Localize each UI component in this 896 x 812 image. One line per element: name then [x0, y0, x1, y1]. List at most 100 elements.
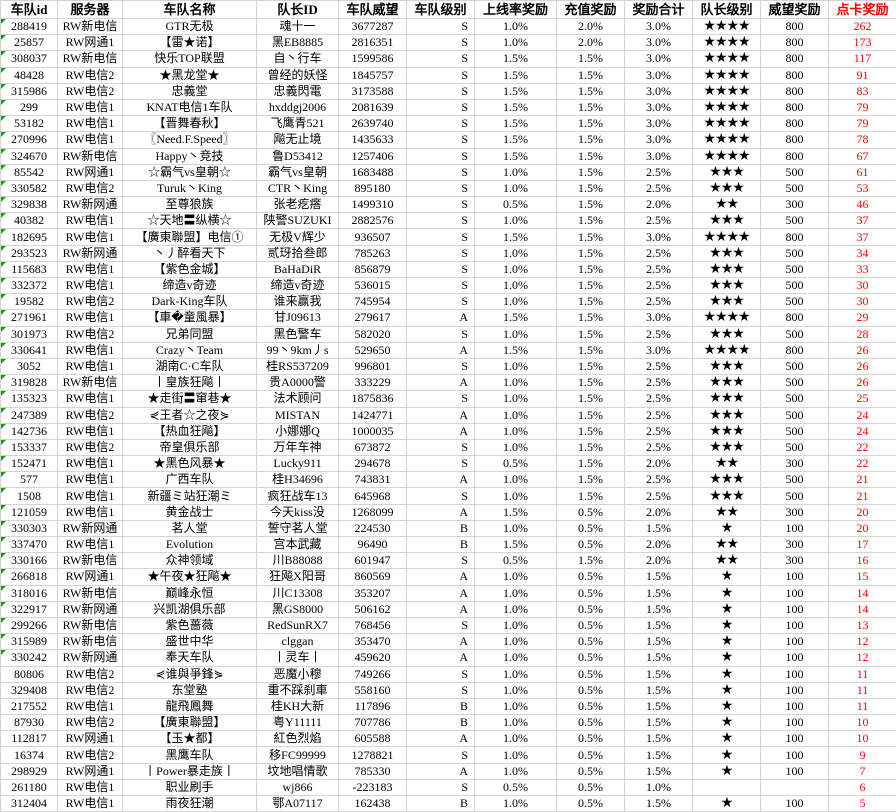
team-level-cell[interactable]: S [406, 681, 475, 699]
server-cell[interactable]: RW网通1 [57, 730, 123, 748]
total-reward-cell[interactable]: 1.5% [624, 633, 693, 651]
captain-id-cell[interactable]: 川B88088 [256, 552, 339, 570]
online-reward-cell[interactable]: 1.0% [474, 390, 557, 408]
header-team-id[interactable]: 车队id [0, 0, 58, 19]
prestige-cell[interactable]: 582020 [338, 325, 407, 343]
team-id-cell[interactable]: 40382 [0, 212, 58, 230]
recharge-reward-cell[interactable]: 1.5% [556, 260, 625, 279]
team-name-cell[interactable]: 兄弟同盟 [122, 325, 257, 343]
team-level-cell[interactable]: A [406, 584, 475, 602]
team-name-cell[interactable]: 【雷★诺】 [122, 34, 257, 52]
prestige-reward-cell[interactable]: 100 [760, 794, 829, 812]
recharge-reward-cell[interactable]: 1.5% [556, 82, 625, 100]
recharge-reward-cell[interactable]: 1.5% [556, 374, 625, 392]
total-reward-cell[interactable]: 3.0% [624, 341, 693, 359]
total-reward-cell[interactable]: 3.0% [624, 50, 693, 68]
captain-level-cell[interactable]: ★ [692, 633, 761, 651]
team-id-cell[interactable]: 318016 [0, 584, 58, 602]
prestige-reward-cell[interactable]: 100 [760, 697, 829, 716]
header-team-prestige[interactable]: 车队威望 [338, 0, 407, 19]
server-cell[interactable]: RW电信1 [57, 228, 123, 246]
team-name-cell[interactable]: 缔造v奇迹 [122, 276, 257, 295]
card-reward-cell[interactable]: 25 [828, 390, 896, 408]
card-reward-cell[interactable]: 11 [828, 665, 896, 683]
team-id-cell[interactable]: 25857 [0, 34, 58, 52]
card-reward-cell[interactable]: 10 [828, 730, 896, 748]
recharge-reward-cell[interactable]: 0.5% [556, 535, 625, 554]
team-id-cell[interactable]: 87930 [0, 714, 58, 732]
prestige-reward-cell[interactable]: 100 [760, 616, 829, 635]
recharge-reward-cell[interactable]: 0.5% [556, 681, 625, 699]
prestige-cell[interactable]: 745954 [338, 293, 407, 311]
team-level-cell[interactable]: S [406, 17, 475, 36]
captain-id-cell[interactable]: CTR丶King [256, 179, 339, 198]
server-cell[interactable]: RW电信1 [57, 131, 123, 149]
card-reward-cell[interactable]: 20 [828, 503, 896, 521]
team-name-cell[interactable]: 丶丿醉看天下 [122, 244, 257, 262]
prestige-reward-cell[interactable]: 500 [760, 390, 829, 408]
team-name-cell[interactable]: 湖南C·C车队 [122, 357, 257, 376]
captain-level-cell[interactable]: ★★★★ [692, 17, 761, 36]
team-level-cell[interactable]: S [406, 665, 475, 683]
team-name-cell[interactable]: ★黑色风暴★ [122, 455, 257, 473]
prestige-reward-cell[interactable]: 100 [760, 746, 829, 764]
server-cell[interactable]: RW电信1 [57, 115, 123, 133]
team-id-cell[interactable]: 301973 [0, 325, 58, 343]
team-id-cell[interactable]: 112817 [0, 730, 58, 748]
online-reward-cell[interactable]: 1.0% [474, 746, 557, 764]
prestige-cell[interactable]: 856879 [338, 260, 407, 279]
captain-id-cell[interactable]: 张老疙瘩 [256, 196, 339, 214]
prestige-reward-cell[interactable]: 100 [760, 519, 829, 538]
card-reward-cell[interactable]: 14 [828, 600, 896, 618]
team-id-cell[interactable]: 298929 [0, 762, 58, 780]
prestige-cell[interactable]: 558160 [338, 681, 407, 699]
team-level-cell[interactable]: S [406, 34, 475, 52]
card-reward-cell[interactable]: 5 [828, 794, 896, 812]
total-reward-cell[interactable]: 2.5% [624, 244, 693, 262]
captain-id-cell[interactable]: 无极V辉少 [256, 228, 339, 246]
team-name-cell[interactable]: 黄金战士 [122, 503, 257, 521]
captain-id-cell[interactable]: 曾经的妖怪 [256, 66, 339, 84]
prestige-cell[interactable]: 996801 [338, 357, 407, 376]
total-reward-cell[interactable]: 2.0% [624, 535, 693, 554]
captain-id-cell[interactable]: 今天kiss没 [256, 503, 339, 521]
server-cell[interactable]: RW新网通 [57, 600, 123, 618]
server-cell[interactable]: RW电信2 [57, 714, 123, 732]
team-id-cell[interactable]: 577 [0, 471, 58, 489]
prestige-reward-cell[interactable]: 500 [760, 357, 829, 376]
server-cell[interactable]: RW电信1 [57, 535, 123, 554]
prestige-reward-cell[interactable]: 500 [760, 406, 829, 424]
prestige-reward-cell[interactable]: 500 [760, 422, 829, 440]
online-reward-cell[interactable]: 1.0% [474, 17, 557, 36]
server-cell[interactable]: RW电信2 [57, 293, 123, 311]
prestige-cell[interactable]: 162438 [338, 794, 407, 812]
server-cell[interactable]: RW电信2 [57, 325, 123, 343]
team-id-cell[interactable]: 288419 [0, 17, 58, 36]
recharge-reward-cell[interactable]: 1.5% [556, 309, 625, 327]
recharge-reward-cell[interactable]: 0.5% [556, 697, 625, 716]
online-reward-cell[interactable]: 1.0% [474, 568, 557, 586]
server-cell[interactable]: RW电信1 [57, 487, 123, 505]
captain-id-cell[interactable]: 黑色警车 [256, 325, 339, 343]
captain-level-cell[interactable]: ★★★ [692, 438, 761, 457]
team-id-cell[interactable]: 312404 [0, 794, 58, 812]
team-id-cell[interactable]: 330303 [0, 519, 58, 538]
card-reward-cell[interactable]: 20 [828, 519, 896, 538]
total-reward-cell[interactable]: 3.0% [624, 17, 693, 36]
team-name-cell[interactable]: 【晋舞春秋】 [122, 115, 257, 133]
online-reward-cell[interactable]: 1.5% [474, 50, 557, 68]
captain-id-cell[interactable]: 99丶9km丿s [256, 341, 339, 359]
recharge-reward-cell[interactable]: 0.5% [556, 762, 625, 780]
card-reward-cell[interactable]: 117 [828, 50, 896, 68]
online-reward-cell[interactable]: 1.5% [474, 341, 557, 359]
prestige-cell[interactable]: 1845757 [338, 66, 407, 84]
team-level-cell[interactable]: A [406, 600, 475, 618]
recharge-reward-cell[interactable]: 0.5% [556, 794, 625, 812]
team-id-cell[interactable]: 330242 [0, 649, 58, 667]
recharge-reward-cell[interactable]: 1.5% [556, 131, 625, 149]
captain-id-cell[interactable]: 丨灵车丨 [256, 649, 339, 667]
card-reward-cell[interactable]: 28 [828, 325, 896, 343]
prestige-reward-cell[interactable]: 800 [760, 341, 829, 359]
card-reward-cell[interactable]: 37 [828, 228, 896, 246]
prestige-cell[interactable]: 2816351 [338, 34, 407, 52]
